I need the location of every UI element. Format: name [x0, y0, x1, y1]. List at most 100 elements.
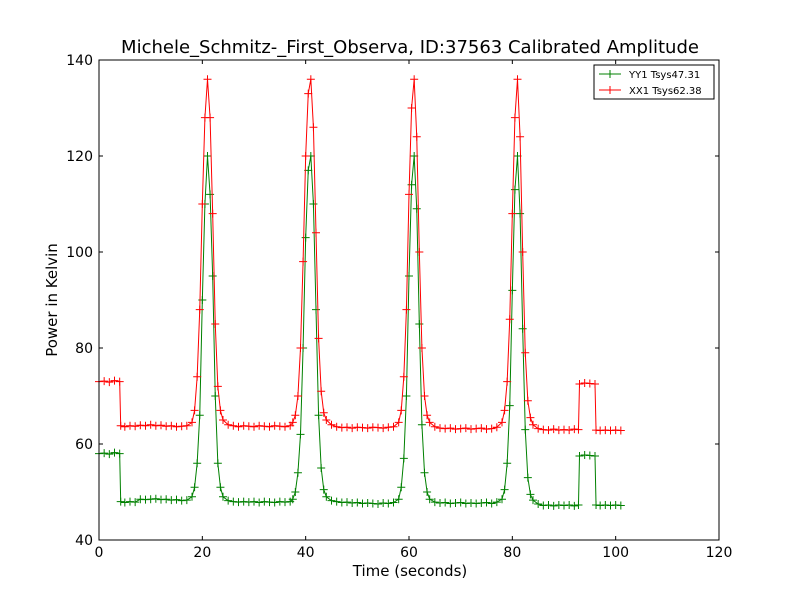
data-point — [412, 204, 421, 213]
data-point — [379, 424, 388, 433]
data-point — [544, 500, 553, 509]
data-point — [505, 401, 514, 410]
data-point — [219, 492, 227, 501]
x-axis-label: Time (seconds) — [352, 562, 468, 580]
data-point — [575, 380, 584, 388]
data-point — [115, 377, 124, 386]
data-point — [425, 495, 434, 504]
data-point — [348, 424, 357, 433]
data-point — [523, 396, 532, 405]
data-point — [216, 406, 225, 415]
data-point — [319, 485, 328, 494]
data-point — [616, 501, 625, 510]
data-point — [397, 406, 406, 415]
data-point — [526, 490, 535, 499]
data-point — [120, 498, 129, 507]
data-point — [312, 228, 320, 237]
data-point — [250, 422, 258, 431]
data-point — [116, 421, 125, 430]
data-point — [441, 498, 450, 507]
data-point — [203, 152, 212, 160]
data-point — [203, 75, 212, 84]
data-point — [529, 496, 537, 505]
data-point — [234, 422, 243, 431]
series-2 — [95, 75, 625, 435]
series-markers-2 — [95, 75, 625, 435]
chart-title: Michele_Schmitz-_First_Observa, ID:37563… — [121, 37, 699, 58]
data-point — [100, 449, 109, 458]
data-point — [190, 483, 199, 492]
data-point — [516, 132, 525, 141]
data-point — [332, 422, 341, 431]
data-point — [420, 392, 429, 400]
legend-label: XX1 Tsys62.38 — [629, 86, 702, 97]
data-point — [402, 305, 411, 314]
data-point — [306, 75, 315, 84]
data-point — [319, 408, 328, 417]
data-point — [415, 248, 424, 256]
data-point — [250, 497, 258, 506]
data-point — [343, 423, 351, 432]
data-point — [534, 500, 543, 508]
data-point — [616, 426, 625, 435]
x-axis-ticks: 0 20 40 60 80 100 120 — [95, 60, 732, 561]
x-tick-label: 60 — [400, 545, 418, 561]
data-point — [157, 421, 165, 430]
data-point — [314, 411, 323, 420]
data-point — [100, 377, 109, 386]
data-point — [213, 459, 222, 468]
data-point — [417, 420, 426, 429]
data-point — [523, 473, 532, 482]
data-point — [492, 498, 501, 507]
data-point — [363, 424, 372, 433]
data-point — [498, 418, 506, 427]
data-point — [498, 495, 506, 504]
data-point — [291, 411, 300, 420]
data-point — [574, 500, 583, 509]
data-point — [213, 382, 222, 391]
data-point — [446, 424, 455, 433]
data-point — [482, 498, 491, 507]
data-point — [312, 305, 320, 314]
x-tick-label: 100 — [602, 545, 629, 561]
data-point — [206, 190, 215, 199]
data-point — [211, 392, 220, 400]
legend-label: YY1 Tsys47.31 — [628, 70, 700, 81]
data-point — [591, 380, 599, 388]
y-tick-label: 60 — [75, 437, 93, 453]
data-point — [574, 425, 583, 434]
data-point — [516, 209, 525, 218]
y-tick-label: 120 — [66, 149, 93, 165]
data-point — [492, 423, 501, 432]
data-point — [188, 492, 196, 501]
data-point — [389, 422, 398, 431]
data-point — [521, 348, 530, 357]
data-point — [425, 418, 434, 427]
data-point — [394, 495, 403, 504]
data-point — [353, 498, 362, 507]
data-point — [167, 421, 176, 430]
data-point — [549, 425, 558, 434]
x-tick-label: 80 — [503, 545, 521, 561]
data-point — [182, 496, 191, 505]
data-point — [317, 387, 326, 396]
data-point — [394, 418, 403, 427]
data-point — [309, 123, 318, 132]
data-point — [565, 500, 574, 509]
data-point — [322, 492, 331, 501]
plot-series — [95, 75, 625, 510]
data-point — [208, 272, 217, 280]
data-point — [591, 452, 599, 460]
series-1 — [95, 152, 625, 510]
data-point — [521, 425, 530, 434]
data-point — [423, 411, 432, 420]
data-point — [405, 272, 413, 280]
data-point — [518, 324, 527, 333]
data-point — [526, 413, 535, 422]
data-point — [487, 424, 496, 433]
data-point — [503, 459, 512, 468]
data-point — [120, 422, 129, 431]
data-point — [115, 449, 124, 458]
data-point — [219, 416, 227, 424]
data-point — [193, 459, 202, 468]
